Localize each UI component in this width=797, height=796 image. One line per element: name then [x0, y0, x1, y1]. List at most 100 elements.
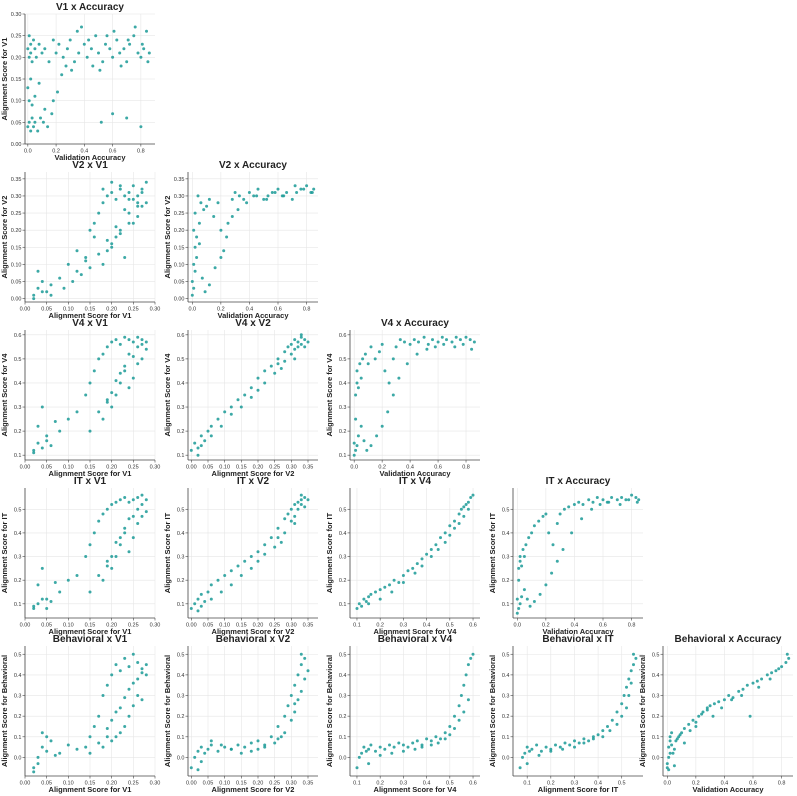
scatter-point	[88, 751, 92, 755]
scatter-point	[97, 357, 101, 361]
scatter-point	[236, 398, 240, 402]
scatter-point	[26, 47, 30, 51]
scatter-point	[199, 201, 203, 205]
y-tick-label: 0.2	[14, 578, 22, 584]
scatter-point	[525, 597, 529, 601]
scatter-point	[110, 191, 114, 194]
scatter-point	[375, 434, 379, 438]
scatter-point	[256, 550, 260, 554]
scatter-point	[522, 588, 526, 592]
scatter-point	[745, 683, 749, 687]
scatter-point	[127, 338, 131, 342]
scatter-point	[53, 753, 57, 757]
scatter-point	[123, 496, 127, 499]
scatter-point	[549, 749, 553, 753]
scatter-point	[303, 496, 307, 499]
scatter-point	[230, 215, 234, 218]
scatter-point	[193, 245, 197, 249]
scatter-point	[239, 405, 243, 409]
scatter-point	[101, 694, 105, 697]
scatter-point	[390, 590, 394, 594]
scatter-point	[457, 704, 461, 708]
scatter-point	[263, 552, 267, 556]
x-axis-label: Alignment Score for V4	[374, 627, 458, 636]
y-tick-label: 0.1	[339, 602, 347, 608]
scatter-point	[92, 221, 96, 225]
scatter-point	[57, 42, 61, 46]
scatter-point	[140, 503, 144, 506]
panel-title: Behavioral x V1	[53, 634, 128, 645]
x-tick-label: 0.05	[203, 465, 214, 471]
scatter-point	[140, 342, 144, 346]
scatter-point	[80, 25, 83, 29]
scatter-point	[369, 743, 373, 747]
scatter-point	[118, 342, 122, 346]
scatter-point	[127, 386, 131, 390]
scatter-point	[354, 417, 358, 421]
scatter-point	[429, 555, 433, 558]
y-tick-label: 0.2	[502, 714, 510, 720]
y-tick-label: 0.30	[11, 12, 22, 18]
scatter-point	[457, 522, 461, 525]
scatter-point	[203, 600, 207, 603]
scatter-point	[237, 194, 241, 198]
scatter-point	[114, 710, 118, 714]
scatter-point	[377, 350, 381, 354]
scatter-point	[105, 249, 109, 253]
scatter-point	[212, 215, 216, 218]
scatter-point	[365, 448, 369, 452]
scatter-point	[462, 683, 466, 687]
scatter-point	[33, 120, 37, 124]
scatter-point	[144, 510, 148, 514]
scatter-point	[705, 706, 709, 710]
x-tick-label: 0.20	[253, 465, 264, 471]
panel-title: V4 x Accuracy	[381, 318, 449, 329]
scatter-point	[705, 708, 709, 712]
scatter-point	[462, 710, 466, 714]
scatter-point	[591, 735, 595, 739]
scatter-point	[131, 355, 135, 358]
scatter-point	[369, 345, 373, 349]
x-axis-label: Alignment Score for V2	[212, 469, 295, 478]
scatter-point	[524, 543, 528, 547]
x-tick-label: 0.30	[286, 781, 297, 787]
scatter-point	[196, 609, 200, 613]
x-tick-label: 0.25	[269, 465, 280, 471]
x-tick-label: 0.30	[150, 623, 161, 629]
y-tick-label: 0.1	[339, 735, 347, 741]
scatter-point	[299, 333, 303, 337]
scatter-point	[532, 600, 536, 603]
x-tick-label: 0.5	[446, 623, 454, 629]
scatter-point	[58, 429, 62, 433]
scatter-point	[397, 741, 401, 745]
y-tick-label: 0.5	[339, 652, 347, 658]
x-tick-label: 0.2	[376, 781, 384, 787]
scatter-point	[75, 747, 79, 751]
scatter-point	[525, 762, 529, 766]
scatter-point	[127, 665, 131, 669]
scatter-point	[36, 755, 40, 759]
scatter-point	[123, 656, 127, 660]
scatter-point	[75, 29, 79, 33]
scatter-point	[532, 524, 536, 528]
y-tick-label: 0.0	[177, 755, 185, 761]
x-tick-label: 0.15	[236, 623, 247, 629]
scatter-point	[425, 552, 429, 556]
scatter-point	[219, 424, 223, 428]
x-tick-label: 0.2	[376, 623, 384, 629]
y-tick-label: 0.3	[339, 694, 347, 700]
x-tick-label: 0.6	[749, 781, 757, 787]
scatter-point	[544, 583, 548, 587]
y-tick-label: 0.1	[652, 735, 660, 741]
scatter-point	[310, 191, 314, 194]
scatter-point	[127, 714, 131, 718]
scatter-point	[49, 600, 53, 603]
scatter-point	[263, 745, 267, 749]
scatter-point	[61, 55, 65, 59]
y-tick-label: 0.4	[14, 531, 22, 537]
scatter-point	[97, 410, 101, 414]
x-tick-label: 0.00	[20, 307, 31, 313]
scatter-point	[97, 211, 101, 215]
scatter-point	[453, 519, 456, 523]
scatter-point	[216, 201, 220, 205]
